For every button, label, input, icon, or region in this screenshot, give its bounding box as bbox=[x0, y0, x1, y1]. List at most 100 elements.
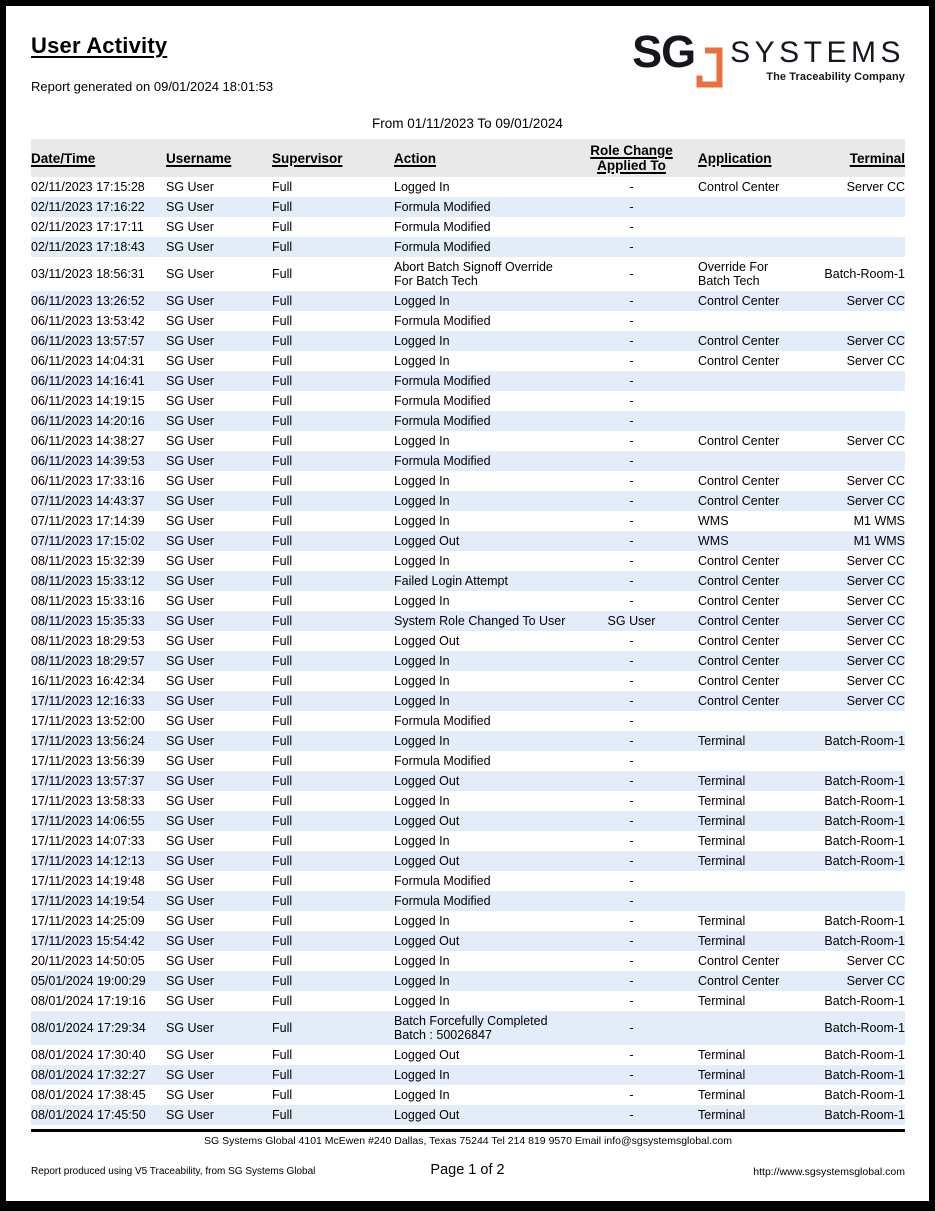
cell-username: SG User bbox=[166, 651, 272, 671]
table-row: 02/11/2023 17:15:28 SG User Full Logged In -… bbox=[31, 177, 905, 197]
cell-application bbox=[689, 451, 805, 471]
cell-application: WMS bbox=[698, 514, 729, 528]
cell-action: Logged In bbox=[394, 731, 574, 751]
cell-terminal: Server CC bbox=[846, 554, 905, 568]
cell-role-change: - bbox=[574, 931, 689, 951]
logo-name: SYSTEMS bbox=[730, 36, 905, 69]
cell-terminal: Server CC bbox=[846, 434, 905, 448]
cell-username: SG User bbox=[166, 1065, 272, 1085]
cell-action: Logged Out bbox=[394, 1105, 574, 1125]
table-row: 02/11/2023 17:16:22 SG User Full Formula Mo… bbox=[31, 197, 905, 217]
cell-supervisor: Full bbox=[272, 451, 394, 471]
cell-application: Terminal bbox=[698, 914, 746, 928]
cell-username: SG User bbox=[166, 267, 214, 281]
cell-username: SG User bbox=[166, 514, 214, 528]
table-row: 17/11/2023 13:56:39 SG User Full Formula Mo… bbox=[31, 751, 905, 771]
cell-supervisor: Full bbox=[272, 331, 394, 351]
cell-username: SG User bbox=[166, 1088, 214, 1102]
cell-terminal: Batch-Room-1 bbox=[805, 811, 905, 831]
cell-application: Control Center bbox=[698, 594, 780, 608]
cell-role-change: - bbox=[574, 811, 689, 831]
cell-supervisor: Full bbox=[272, 354, 293, 368]
table-row: 17/11/2023 12:16:33 SG User Full Logged In -… bbox=[31, 691, 905, 711]
cell-username: SG User bbox=[166, 331, 272, 351]
table-row: 17/11/2023 13:58:33 SG User Full Logged In -… bbox=[31, 791, 905, 811]
cell-datetime: 08/01/2024 17:30:40 bbox=[31, 1048, 146, 1062]
cell-role-change: - bbox=[574, 1011, 689, 1045]
cell-supervisor: Full bbox=[272, 594, 293, 608]
cell-datetime: 07/11/2023 14:43:37 bbox=[31, 491, 166, 511]
cell-datetime: 17/11/2023 13:58:33 bbox=[31, 794, 145, 808]
cell-datetime: 08/11/2023 18:29:57 bbox=[31, 651, 166, 671]
cell-terminal: Server CC bbox=[805, 611, 905, 631]
cell-terminal: Batch-Room-1 bbox=[824, 267, 905, 281]
table-row: 06/11/2023 13:53:42 SG User Full Formula Mo… bbox=[31, 311, 905, 331]
cell-application bbox=[689, 237, 805, 257]
cell-action: Logged Out bbox=[394, 531, 574, 551]
cell-action: Formula Modified bbox=[394, 754, 491, 768]
cell-username: SG User bbox=[166, 237, 272, 257]
cell-datetime: 08/01/2024 17:38:45 bbox=[31, 1088, 146, 1102]
footer-divider bbox=[31, 1129, 905, 1132]
cell-action: Logged In bbox=[394, 514, 450, 528]
cell-datetime: 17/11/2023 13:56:24 bbox=[31, 731, 166, 751]
cell-terminal: Batch-Room-1 bbox=[824, 914, 905, 928]
cell-supervisor: Full bbox=[272, 267, 293, 281]
cell-supervisor: Full bbox=[272, 714, 293, 728]
cell-username: SG User bbox=[166, 197, 272, 217]
table-row: 06/11/2023 14:20:16 SG User Full Formula Mo… bbox=[31, 411, 905, 431]
cell-terminal bbox=[805, 237, 905, 257]
cell-datetime: 08/11/2023 15:33:16 bbox=[31, 594, 145, 608]
cell-terminal: Batch-Room-1 bbox=[805, 931, 905, 951]
cell-action: Logged In bbox=[394, 434, 450, 448]
cell-datetime: 17/11/2023 14:25:09 bbox=[31, 914, 145, 928]
cell-role-change: - bbox=[629, 474, 634, 488]
footer-website-link[interactable]: http://www.sgsystemsglobal.com bbox=[753, 1166, 905, 1178]
cell-username: SG User bbox=[166, 314, 214, 328]
cell-role-change: - bbox=[629, 994, 634, 1008]
cell-username: SG User bbox=[166, 834, 214, 848]
cell-supervisor: Full bbox=[272, 971, 394, 991]
cell-application: Control Center bbox=[698, 634, 780, 648]
cell-username: SG User bbox=[166, 1011, 272, 1045]
cell-username: SG User bbox=[166, 914, 214, 928]
cell-action: Logged Out bbox=[394, 634, 460, 648]
table-row: 17/11/2023 13:56:24 SG User Full Logged In -… bbox=[31, 731, 905, 751]
table-row: 06/11/2023 14:16:41 SG User Full Formula Mo… bbox=[31, 371, 905, 391]
cell-role-change: - bbox=[574, 651, 689, 671]
cell-datetime: 06/11/2023 17:33:16 bbox=[31, 474, 145, 488]
table-row: 17/11/2023 14:19:54 SG User Full Formula Mo… bbox=[31, 891, 905, 911]
activity-table: Date/Time Username Supervisor Action Role Ch… bbox=[31, 139, 905, 1125]
cell-role-change: - bbox=[574, 371, 689, 391]
cell-username: SG User bbox=[166, 691, 272, 711]
cell-supervisor: Full bbox=[272, 197, 394, 217]
table-row: 08/11/2023 15:35:33 SG User Full System Rol… bbox=[31, 611, 905, 631]
footer-contact-line: SG Systems Global 4101 McEwen #240 Dalla… bbox=[204, 1135, 732, 1147]
cell-action: Logged Out bbox=[394, 771, 574, 791]
cell-username: SG User bbox=[166, 794, 214, 808]
cell-application: Terminal bbox=[698, 1048, 746, 1062]
cell-terminal: Server CC bbox=[846, 674, 905, 688]
cell-datetime: 06/11/2023 14:19:15 bbox=[31, 394, 145, 408]
cell-role-change: - bbox=[574, 531, 689, 551]
cell-supervisor: Full bbox=[272, 891, 394, 911]
cell-supervisor: Full bbox=[272, 411, 394, 431]
cell-supervisor: Full bbox=[272, 180, 293, 194]
cell-supervisor: Full bbox=[272, 691, 394, 711]
table-row: 06/11/2023 14:04:31 SG User Full Logged In -… bbox=[31, 351, 905, 371]
cell-terminal: M1 WMS bbox=[805, 531, 905, 551]
cell-datetime: 08/01/2024 17:32:27 bbox=[31, 1065, 166, 1085]
cell-application: Control Center bbox=[698, 954, 780, 968]
cell-username: SG User bbox=[166, 994, 214, 1008]
table-row: 17/11/2023 13:57:37 SG User Full Logged Out… bbox=[31, 771, 905, 791]
cell-application: WMS bbox=[689, 531, 805, 551]
table-row: 17/11/2023 15:54:42 SG User Full Logged Out… bbox=[31, 931, 905, 951]
cell-datetime: 17/11/2023 14:07:33 bbox=[31, 834, 145, 848]
column-header-username: Username bbox=[166, 139, 272, 177]
cell-action: Formula Modified bbox=[394, 874, 491, 888]
cell-action: Formula Modified bbox=[394, 371, 574, 391]
cell-datetime: 17/11/2023 14:06:55 bbox=[31, 811, 166, 831]
cell-datetime: 17/11/2023 14:19:48 bbox=[31, 874, 145, 888]
cell-action: Formula Modified bbox=[394, 314, 491, 328]
table-row: 17/11/2023 14:06:55 SG User Full Logged Out… bbox=[31, 811, 905, 831]
